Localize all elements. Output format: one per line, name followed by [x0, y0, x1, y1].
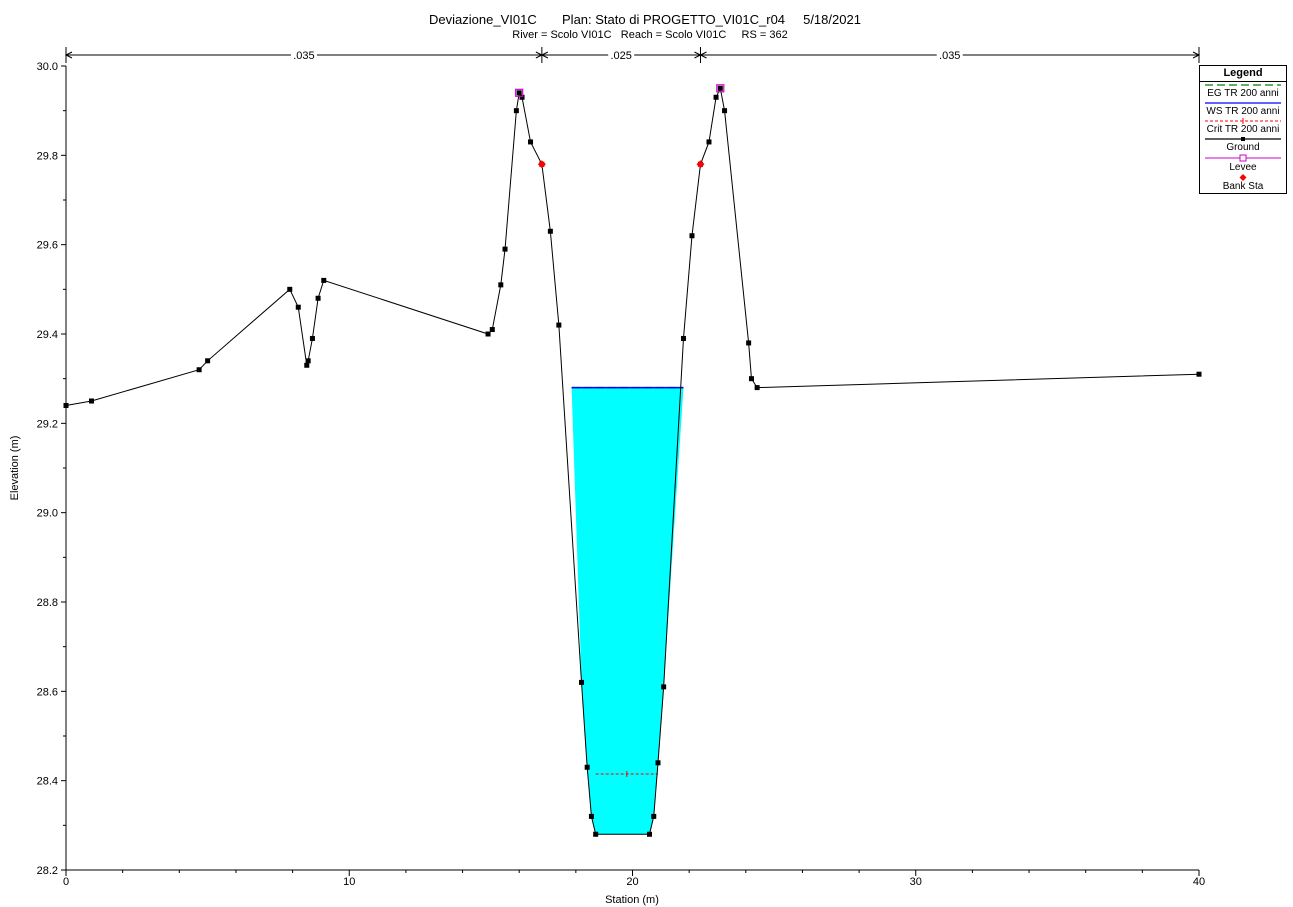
y-tick-label: 28.6 — [37, 686, 58, 698]
ground-point — [485, 331, 491, 337]
bank-marker-icon — [1239, 174, 1247, 181]
legend-label-eg: EG TR 200 anni — [1207, 88, 1279, 99]
ground-point — [205, 358, 211, 364]
ground-point — [88, 398, 94, 404]
levee-marker — [515, 88, 524, 97]
ground-point — [304, 362, 310, 368]
ground-point — [746, 340, 752, 346]
ground-point — [321, 277, 327, 283]
ground-point — [579, 679, 585, 685]
legend-label-ground: Ground — [1226, 142, 1260, 153]
ground-point — [748, 376, 754, 382]
ground-point — [305, 358, 311, 364]
y-tick-label: 28.2 — [37, 865, 58, 877]
bank-station-marker — [696, 160, 705, 169]
ws-line-icon — [1205, 102, 1281, 104]
legend-item-ground: Ground — [1200, 136, 1286, 154]
chart-title: Deviazione_VI01C Plan: Stato di PROGETTO… — [429, 12, 861, 27]
chart-subtitle: River = Scolo VI01C Reach = Scolo VI01C … — [512, 29, 787, 41]
ground-point — [556, 322, 562, 328]
legend-item-bank: Bank Sta — [1200, 174, 1286, 193]
manning-n-label: .035 — [293, 50, 314, 62]
y-tick-label: 29.0 — [37, 508, 58, 520]
ground-point — [547, 228, 553, 234]
ground-point — [661, 684, 667, 690]
manning-n-label: .035 — [939, 50, 960, 62]
y-axis-label: Elevation (m) — [9, 436, 21, 501]
legend-label-ws: WS TR 200 anni — [1206, 106, 1280, 117]
x-tick-label: 30 — [910, 876, 922, 888]
ground-point — [196, 367, 202, 373]
x-axis-label: Station (m) — [605, 894, 659, 906]
y-tick-label: 29.2 — [37, 418, 58, 430]
water-area — [571, 387, 684, 835]
ground-point — [502, 246, 508, 252]
y-tick-label: 29.8 — [37, 150, 58, 162]
levee-marker — [716, 84, 725, 93]
plot-area — [63, 84, 1202, 837]
legend-label-levee: Levee — [1229, 162, 1257, 173]
ground-point — [498, 282, 504, 288]
y-tick-label: 28.8 — [37, 597, 58, 609]
ground-point — [489, 327, 495, 333]
x-tick-label: 0 — [63, 876, 69, 888]
legend-label-bank: Bank Sta — [1222, 181, 1264, 192]
legend-label-crit: Crit TR 200 anni — [1206, 124, 1280, 135]
legend-item-ws: WS TR 200 anni — [1200, 100, 1286, 118]
ground-point — [655, 760, 661, 766]
ground-point — [513, 108, 519, 114]
levee-marker-icon — [1205, 154, 1281, 162]
ground-point — [706, 139, 712, 145]
ground-point — [713, 94, 719, 100]
y-tick-label: 28.4 — [37, 776, 58, 788]
ground-point — [295, 304, 301, 310]
ground-point — [309, 335, 315, 341]
legend-item-crit: Crit TR 200 anni — [1200, 118, 1286, 136]
manning-n-label: .025 — [610, 50, 631, 62]
ground-point — [593, 831, 599, 837]
ground-point — [651, 813, 657, 819]
ground-point — [646, 831, 652, 837]
ground-point — [722, 108, 728, 114]
legend: Legend EG TR 200 anni WS TR 200 anni Cri… — [1199, 65, 1287, 194]
y-tick-label: 30.0 — [37, 61, 58, 73]
x-tick-label: 40 — [1193, 876, 1205, 888]
ground-line-icon — [1205, 137, 1281, 141]
ground-point — [528, 139, 534, 145]
ground-point — [519, 94, 525, 100]
crit-line-icon — [1205, 118, 1281, 124]
legend-title: Legend — [1200, 66, 1286, 82]
x-tick-label: 10 — [343, 876, 355, 888]
ground-point — [588, 813, 594, 819]
ground-point — [1196, 371, 1202, 377]
ground-point — [63, 402, 69, 408]
y-tick-label: 29.6 — [37, 240, 58, 252]
ground-point — [689, 233, 695, 239]
y-tick-label: 29.4 — [37, 329, 58, 341]
bank-station-marker — [537, 160, 546, 169]
eg-line-icon — [1205, 84, 1281, 86]
ground-point — [315, 295, 321, 301]
legend-item-eg: EG TR 200 anni — [1200, 82, 1286, 100]
ground-point — [516, 90, 522, 96]
ground-point — [717, 85, 723, 91]
ground-point — [680, 335, 686, 341]
x-tick-label: 20 — [626, 876, 638, 888]
ground-point — [287, 286, 293, 292]
legend-item-levee: Levee — [1200, 154, 1286, 174]
ground-point — [584, 764, 590, 770]
ground-point — [754, 385, 760, 391]
